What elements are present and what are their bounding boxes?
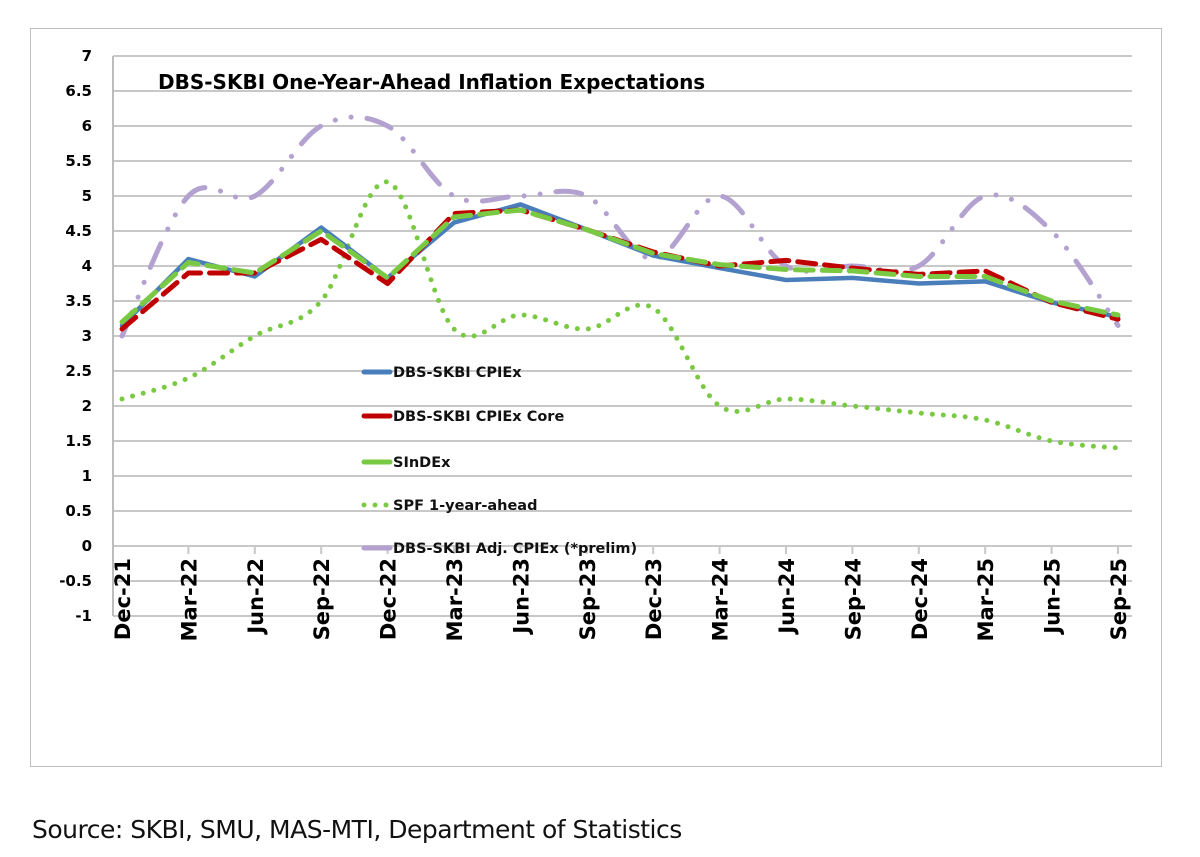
y-tick-label: -1 bbox=[75, 607, 92, 625]
source-note: Source: SKBI, SMU, MAS-MTI, Department o… bbox=[32, 815, 682, 844]
legend: DBS-SKBI CPIEx DBS-SKBI CPIEx Core SInDEx S… bbox=[361, 365, 637, 557]
chart-title: DBS-SKBI One-Year-Ahead Inflation Expect… bbox=[158, 70, 705, 94]
y-tick-label: 7 bbox=[82, 47, 92, 65]
chart-frame bbox=[30, 28, 1162, 767]
series-lines bbox=[119, 114, 1121, 451]
x-tick-label: Sep-23 bbox=[576, 558, 600, 640]
y-tick-label: 6 bbox=[82, 117, 92, 135]
y-axis-ticks: -1 -0.5 0 0.5 1 1.5 2 2.5 3 3.5 4 4.5 5 5.5 6 6.5 7 bbox=[59, 47, 92, 625]
y-tick-label: 3.5 bbox=[65, 292, 92, 310]
y-tick-label: 2.5 bbox=[65, 362, 92, 380]
line-chart: -1 -0.5 0 0.5 1 1.5 2 2.5 3 3.5 4 4.5 5 5.5 6 6.5 7 Dec-… bbox=[59, 47, 1132, 641]
y-tick-label: 5 bbox=[82, 187, 92, 205]
legend-label-dbs-skbi-cpiex: DBS-SKBI CPIEx bbox=[393, 365, 522, 381]
x-tick-label: Jun-24 bbox=[775, 558, 799, 636]
legend-label-dbs-skbi-adj-cpiex-prelim: DBS-SKBI Adj. CPIEx (*prelim) bbox=[393, 541, 637, 557]
series-line-sindex bbox=[119, 207, 1121, 325]
y-tick-label: 4.5 bbox=[65, 222, 92, 240]
x-tick-label: Sep-22 bbox=[310, 558, 334, 640]
x-tick-label: Dec-23 bbox=[642, 558, 666, 640]
series-line-dbs-skbi-adj-cpiex-prelim bbox=[119, 114, 1121, 339]
x-tick-label: Mar-25 bbox=[974, 558, 998, 641]
x-tick-label: Jun-23 bbox=[509, 558, 533, 636]
x-tick-label: Dec-24 bbox=[908, 558, 932, 640]
x-tick-label: Sep-24 bbox=[841, 558, 865, 640]
y-tick-label: 0.5 bbox=[65, 502, 92, 520]
x-tick-label: Mar-24 bbox=[709, 558, 733, 641]
legend-label-sindex: SInDEx bbox=[393, 455, 451, 471]
y-tick-label: -0.5 bbox=[59, 572, 92, 590]
x-tick-label: Dec-22 bbox=[377, 558, 401, 640]
x-tick-label: Sep-25 bbox=[1107, 558, 1131, 640]
x-tick-label: Mar-22 bbox=[177, 558, 201, 641]
x-tick-label: Mar-23 bbox=[443, 558, 467, 641]
x-axis-ticks: Dec-21 Mar-22 Jun-22 Sep-22 Dec-22 Mar-23 Jun-… bbox=[111, 546, 1131, 641]
y-tick-label: 4 bbox=[82, 257, 92, 275]
legend-label-spf-1-year-ahead: SPF 1-year-ahead bbox=[393, 498, 537, 514]
gridlines bbox=[112, 55, 1132, 617]
y-tick-label: 0 bbox=[82, 537, 92, 555]
x-tick-label: Jun-25 bbox=[1041, 558, 1065, 636]
y-tick-label: 3 bbox=[82, 327, 92, 345]
y-tick-label: 1 bbox=[82, 467, 92, 485]
y-tick-label: 2 bbox=[82, 397, 92, 415]
y-tick-label: 1.5 bbox=[65, 432, 92, 450]
y-tick-label: 5.5 bbox=[65, 152, 92, 170]
series-line-spf-1-year-ahead bbox=[119, 179, 1121, 451]
x-tick-label: Dec-21 bbox=[111, 558, 135, 640]
legend-label-dbs-skbi-cpiex-core: DBS-SKBI CPIEx Core bbox=[393, 409, 564, 425]
x-tick-label: Jun-22 bbox=[244, 558, 268, 636]
y-tick-label: 6.5 bbox=[65, 82, 92, 100]
